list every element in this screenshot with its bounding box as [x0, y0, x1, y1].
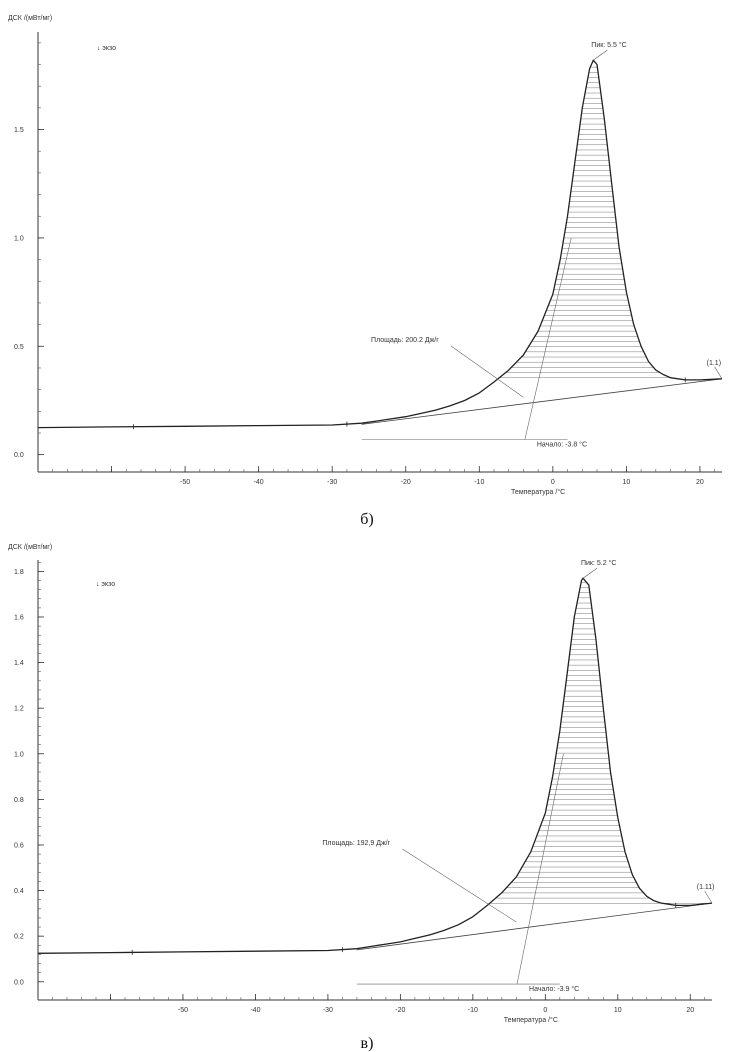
x-tick-label: -50 [180, 479, 190, 486]
onset-label: Начало: -3.9 °C [529, 985, 579, 993]
exo-label: ↓ экзо [96, 581, 115, 588]
y-tick-label: 0.4 [14, 888, 24, 895]
x-axis-title: Температура /°С [504, 1016, 558, 1024]
area-leader [450, 345, 524, 398]
x-axis-title: Температура /°С [511, 488, 565, 496]
figure-caption: б) [360, 511, 373, 528]
end-marker-leader [714, 366, 723, 379]
onset-label: Начало: -3.8 °C [537, 440, 587, 448]
y-tick-label: 1.8 [14, 569, 24, 576]
peak-area-hatch [499, 61, 671, 378]
x-tick-label: -50 [178, 1007, 188, 1014]
integration-baseline [361, 378, 723, 425]
figure-caption: в) [361, 1035, 374, 1052]
y-tick-label: 1.0 [14, 751, 24, 758]
peak-label: Пик: 5.5 °C [591, 41, 626, 49]
integration-baseline [356, 902, 713, 951]
x-tick-label: 0 [551, 479, 555, 486]
x-tick-label: -40 [250, 1007, 260, 1014]
dsc-curve [37, 577, 713, 954]
area-label: Площадь: 200.2 Дж/г [371, 337, 439, 344]
x-tick-label: -10 [468, 1007, 478, 1014]
peak-label: Пик: 5.2 °C [581, 559, 616, 567]
x-tick-label: -30 [323, 1007, 333, 1014]
end-marker-label: (1.1) [707, 360, 721, 367]
y-tick-label: 1.4 [14, 660, 24, 667]
y-tick-label: 0.6 [14, 842, 24, 849]
onset-tangent [516, 753, 564, 985]
y-axis-title: ДСК /(мВт/мг) [8, 544, 52, 551]
x-tick-label: -30 [327, 479, 337, 486]
x-tick-label: 20 [696, 479, 704, 486]
x-tick-label: 10 [614, 1007, 622, 1014]
onset-tangent [524, 237, 572, 440]
peak-leader [582, 567, 598, 579]
y-tick-label: 1.2 [14, 706, 24, 713]
exo-label: ↓ экзо [97, 45, 116, 52]
dsc-curve [37, 59, 723, 429]
x-tick-label: 10 [622, 479, 630, 486]
peak-leader [593, 49, 608, 61]
peak-area-hatch [489, 582, 711, 904]
end-marker-leader [704, 890, 713, 904]
y-axis-title: ДСК /(мВт/мг) [8, 15, 52, 22]
y-tick-label: 0.5 [14, 344, 24, 351]
x-tick-label: 20 [686, 1007, 694, 1014]
y-tick-label: 1.5 [14, 127, 24, 134]
x-tick-label: -40 [254, 479, 264, 486]
y-tick-label: 0.0 [14, 979, 24, 986]
x-tick-label: -10 [474, 479, 484, 486]
y-tick-label: 0.8 [14, 797, 24, 804]
x-tick-label: -20 [395, 1007, 405, 1014]
y-tick-label: 1.6 [14, 614, 24, 621]
area-leader [402, 848, 517, 923]
x-tick-label: -20 [401, 479, 411, 486]
x-tick-label: 0 [543, 1007, 547, 1014]
y-tick-label: 0.2 [14, 934, 24, 941]
chart-panel-0: 0.0 0.5 1.0 1.5 -50 -40 -30 -20 -10 0 10 20 ДСК /(мВ… [8, 15, 723, 528]
y-tick-label: 0.0 [14, 452, 24, 459]
end-marker-label: (1.11) [697, 884, 715, 891]
y-tick-label: 1.0 [14, 235, 24, 242]
chart-panel-1: 0.0 0.2 0.4 0.6 0.8 1.0 1.2 1.4 1.6 1.8 -50 -40 -30 -… [8, 544, 715, 1052]
area-label: Площадь: 192,9 Дж/г [322, 840, 390, 847]
